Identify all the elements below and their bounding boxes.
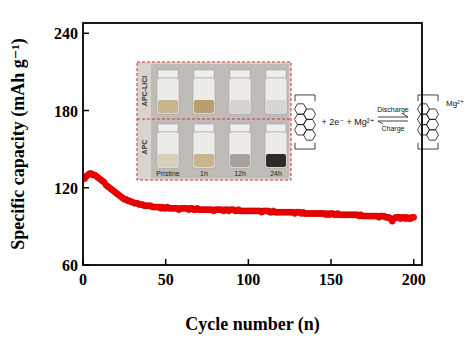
- x-axis-label: Cycle number (n): [185, 314, 320, 335]
- inset-photo: [137, 62, 291, 180]
- vial-cap: [266, 124, 286, 132]
- vial-liquid: [230, 100, 250, 113]
- anhydride: [295, 95, 315, 101]
- ring: [304, 119, 316, 129]
- vial-liquid: [158, 154, 178, 167]
- vial-cap: [266, 70, 286, 78]
- arrow-head: [378, 121, 383, 124]
- row-label: APC-LiCl: [141, 76, 148, 106]
- vial-cap: [158, 124, 178, 132]
- reaction-label: Charge: [382, 125, 405, 133]
- vial-cap: [230, 70, 250, 78]
- vial-liquid: [194, 154, 214, 167]
- arrow: [378, 121, 408, 122]
- vial-cap: [230, 124, 250, 132]
- reaction-text: + 2e⁻ + Mg²⁺: [321, 117, 374, 127]
- vial-cap: [158, 70, 178, 78]
- y-axis-label: Specific capacity (mAh g⁻¹): [8, 38, 29, 249]
- arrow-head: [403, 114, 408, 117]
- vial: [265, 132, 287, 168]
- x-tick-label: 100: [236, 271, 260, 288]
- ring: [304, 130, 316, 140]
- y-tick-label: 180: [54, 103, 78, 120]
- vial: [193, 78, 215, 114]
- row-divider: [137, 119, 291, 120]
- anhydride: [418, 143, 438, 149]
- vial: [265, 78, 287, 114]
- point: [411, 214, 417, 220]
- column-label: 1h: [200, 170, 208, 177]
- vial-cap: [194, 70, 214, 78]
- anhydride: [418, 95, 438, 101]
- row-label: APC: [141, 140, 148, 155]
- photo-bg: [151, 64, 289, 178]
- anhydride: [295, 143, 315, 149]
- y-tick-label: 120: [54, 180, 78, 197]
- x-tick-label: 200: [402, 271, 426, 288]
- column-label: Pristine: [156, 170, 179, 177]
- reaction-label: Discharge: [377, 106, 409, 114]
- y-tick-label: 60: [62, 257, 78, 274]
- x-tick-label: 50: [158, 271, 174, 288]
- ring: [427, 109, 439, 119]
- vial-liquid: [266, 100, 286, 113]
- vial: [229, 132, 251, 168]
- ion-label: Mg²⁺: [446, 99, 464, 108]
- series-line: [85, 174, 414, 222]
- y-tick-label: 240: [54, 25, 78, 42]
- vial: [229, 78, 251, 114]
- plot-frame: [83, 23, 422, 265]
- arrow: [378, 117, 408, 118]
- vial: [157, 78, 179, 114]
- vial: [157, 132, 179, 168]
- vial-liquid: [158, 100, 178, 113]
- ring: [304, 109, 316, 119]
- column-label: 24h: [270, 170, 282, 177]
- ring: [427, 119, 439, 129]
- chart: 0 50 100 150 200 60 120 180 240 Cycle number (n) S…: [0, 0, 473, 354]
- vial-cap: [194, 124, 214, 132]
- ring: [427, 130, 439, 140]
- vial: [193, 132, 215, 168]
- x-tick-label: 150: [319, 271, 343, 288]
- x-tick-label: 0: [79, 271, 87, 288]
- vial-liquid: [194, 100, 214, 113]
- column-label: 12h: [234, 170, 246, 177]
- vial-liquid: [266, 154, 286, 167]
- vial-liquid: [230, 154, 250, 167]
